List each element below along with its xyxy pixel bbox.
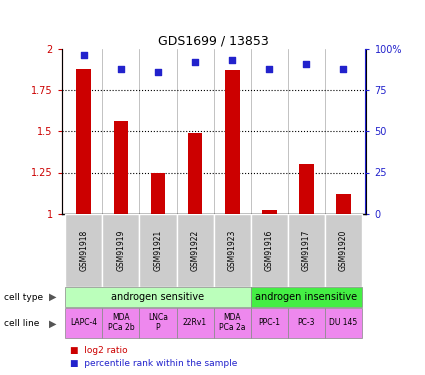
- Text: GSM91917: GSM91917: [302, 230, 311, 271]
- Bar: [299, 164, 314, 214]
- Point: [192, 59, 198, 65]
- Bar: [76, 69, 91, 214]
- Bar: [325, 309, 362, 338]
- Text: GSM91919: GSM91919: [116, 230, 125, 271]
- Bar: [102, 214, 139, 287]
- Bar: [336, 194, 351, 214]
- Bar: [139, 309, 176, 338]
- Point: [80, 53, 87, 58]
- Text: GSM91921: GSM91921: [153, 230, 162, 271]
- Text: cell line: cell line: [4, 319, 40, 328]
- Bar: [65, 309, 102, 338]
- Bar: [65, 214, 102, 287]
- Text: ▶: ▶: [49, 292, 57, 302]
- Text: ■  log2 ratio: ■ log2 ratio: [70, 346, 128, 355]
- Text: LNCa
P: LNCa P: [148, 313, 168, 333]
- Point: [266, 66, 272, 72]
- Text: androgen insensitive: androgen insensitive: [255, 292, 357, 302]
- Text: 22Rv1: 22Rv1: [183, 318, 207, 327]
- Bar: [251, 288, 362, 307]
- Bar: [288, 214, 325, 287]
- Text: GSM91920: GSM91920: [339, 230, 348, 271]
- Bar: [251, 214, 288, 287]
- Bar: [102, 309, 139, 338]
- Text: GSM91918: GSM91918: [79, 230, 88, 271]
- Point: [229, 57, 235, 63]
- Text: MDA
PCa 2a: MDA PCa 2a: [219, 313, 245, 333]
- Text: LAPC-4: LAPC-4: [70, 318, 97, 327]
- Text: DU 145: DU 145: [329, 318, 357, 327]
- Point: [155, 69, 162, 75]
- Text: PPC-1: PPC-1: [258, 318, 280, 327]
- Bar: [176, 214, 213, 287]
- Bar: [262, 210, 277, 214]
- Text: MDA
PCa 2b: MDA PCa 2b: [108, 313, 134, 333]
- Bar: [65, 288, 251, 307]
- Bar: [187, 133, 202, 214]
- Text: ■  percentile rank within the sample: ■ percentile rank within the sample: [70, 359, 238, 368]
- Bar: [139, 214, 176, 287]
- Bar: [251, 309, 288, 338]
- Text: GSM91916: GSM91916: [265, 230, 274, 271]
- Point: [118, 66, 125, 72]
- Bar: [213, 214, 251, 287]
- Bar: [325, 214, 362, 287]
- Text: GSM91922: GSM91922: [190, 230, 199, 271]
- Text: PC-3: PC-3: [298, 318, 315, 327]
- Bar: [225, 70, 240, 214]
- Text: ▶: ▶: [49, 318, 57, 328]
- Title: GDS1699 / 13853: GDS1699 / 13853: [158, 34, 269, 48]
- Bar: [176, 309, 213, 338]
- Text: GSM91923: GSM91923: [228, 230, 237, 271]
- Text: cell type: cell type: [4, 292, 43, 302]
- Point: [303, 61, 309, 67]
- Bar: [288, 309, 325, 338]
- Point: [340, 66, 347, 72]
- Text: androgen sensitive: androgen sensitive: [111, 292, 204, 302]
- Bar: [150, 172, 165, 214]
- Bar: [213, 309, 251, 338]
- Bar: [113, 122, 128, 214]
